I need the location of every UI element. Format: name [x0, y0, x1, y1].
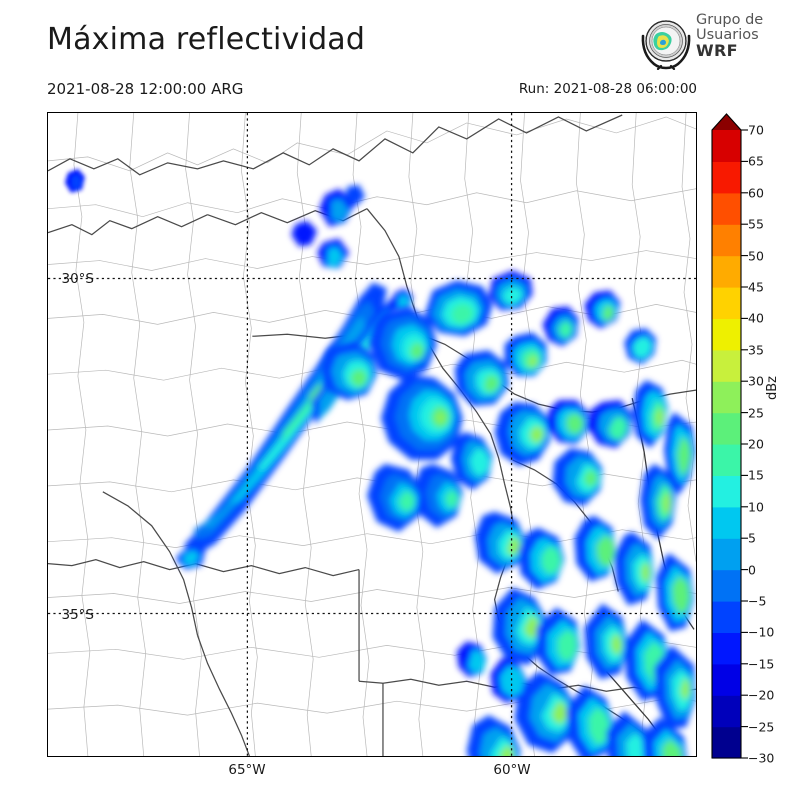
colorbar-tick-label: −5 — [748, 593, 767, 609]
colorbar-tick-label: 65 — [748, 153, 764, 169]
colorbar[interactable] — [711, 113, 748, 759]
colorbar-band — [712, 726, 741, 759]
colorbar-band — [712, 349, 741, 382]
reflectivity-map — [48, 113, 696, 756]
colorbar-band — [712, 601, 741, 633]
map-panel[interactable] — [47, 112, 697, 757]
colorbar-tick-label: 35 — [748, 342, 764, 358]
wrf-user-group-logo: Grupo de Usuarios WRF — [638, 13, 796, 72]
colorbar-tick-label: 25 — [748, 405, 764, 421]
colorbar-tick-label: 55 — [748, 216, 764, 232]
colorbar-tick-label: 40 — [748, 310, 764, 326]
colorbar-tick-label: −10 — [748, 624, 775, 640]
reflectivity-field-southeast — [456, 587, 696, 756]
colorbar-band — [712, 412, 741, 445]
colorbar-tick-label: −25 — [748, 719, 775, 735]
colorbar-band — [712, 287, 741, 319]
colorbar-band — [712, 569, 741, 602]
colorbar-band — [712, 695, 741, 728]
page-title: Máxima reflectividad — [47, 22, 366, 57]
reflectivity-field-central — [321, 270, 696, 632]
colorbar-tick-labels: 70 65 60 55 50 45 40 35 30 25 20 15 10 5 0 −5 −10 −15 −20−… — [748, 114, 788, 766]
colorbar-band — [712, 130, 741, 162]
colorbar-band — [712, 224, 741, 257]
globe-emblem-icon — [641, 20, 691, 70]
colorbar-tick-label: 30 — [748, 373, 764, 389]
x-axis-tick-65W: 65°W — [228, 762, 266, 778]
valid-time-label: 2021-08-28 12:00:00 ARG — [47, 80, 244, 98]
logo-text: Grupo de Usuarios WRF — [696, 13, 796, 59]
colorbar-band — [712, 318, 741, 351]
colorbar-tick-label: 5 — [748, 530, 756, 546]
colorbar-tick-label: 0 — [748, 562, 756, 578]
colorbar-band — [712, 663, 741, 696]
colorbar-band — [712, 381, 741, 414]
colorbar-tick-label: 15 — [748, 467, 764, 483]
colorbar-tick-label: −30 — [748, 750, 775, 766]
logo-line-3: WRF — [696, 40, 738, 60]
graticule — [48, 113, 696, 756]
colorbar-band — [712, 506, 741, 539]
x-axis-tick-60W: 60°W — [493, 762, 531, 778]
colorbar-band — [712, 538, 741, 571]
colorbar-tick-label: −15 — [748, 656, 775, 672]
colorbar-tick-label: −20 — [748, 687, 775, 703]
colorbar-band — [712, 192, 741, 225]
colorbar-tick-label: 45 — [748, 279, 764, 295]
colorbar-extend-arrow — [712, 114, 741, 130]
y-axis-tick-35S: 35°S — [61, 607, 95, 623]
colorbar-tick-label: 20 — [748, 436, 764, 452]
colorbar-band — [712, 444, 741, 476]
run-time-label: Run: 2021-08-28 06:00:00 — [518, 81, 697, 97]
colorbar-band — [712, 161, 741, 194]
colorbar-tick-label: 70 — [748, 122, 764, 138]
colorbar-tick-label: 10 — [748, 499, 764, 515]
logo-line-2: Usuarios — [696, 26, 759, 43]
colorbar-band — [712, 632, 741, 665]
reflectivity-cell-isolated-nw — [64, 168, 85, 193]
colorbar-gradient — [711, 113, 748, 759]
y-axis-tick-30S: 30°S — [61, 271, 95, 287]
colorbar-tick-label: 50 — [748, 248, 764, 264]
colorbar-tick-label: 60 — [748, 185, 764, 201]
colorbar-band — [712, 475, 741, 508]
colorbar-band — [712, 255, 741, 288]
colorbar-title: dBz — [765, 376, 780, 400]
logo-line-1: Grupo de — [696, 12, 764, 28]
colorbar-outline — [711, 113, 742, 759]
